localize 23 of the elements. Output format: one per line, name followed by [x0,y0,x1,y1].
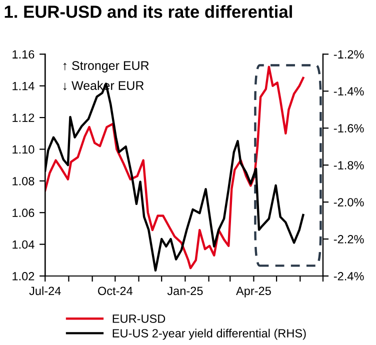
y-tick-label: 1.08 [12,176,34,186]
x-tick-label: Apr-25 [236,286,271,298]
y-tick-label: 1.04 [12,240,34,249]
chart-title: 1. EUR-USD and its rate differential [4,5,292,18]
annotation: ↑ Stronger EUR [63,61,149,72]
legend-label: EUR-USD [112,314,166,323]
y2-tick-label: -1.6% [334,124,364,133]
y2-tick-label: -1.4% [334,87,364,96]
y-tick-label: 1.16 [12,50,34,59]
y-tick-label: 1.14 [12,82,34,90]
y2-tick-label: -2.2% [334,235,364,244]
y2-tick-label: -1.8% [334,161,364,170]
y2-tick-label: -2.4% [334,272,364,280]
y-tick-label: 1.12 [12,114,34,122]
x-tick-label: Jan-25 [167,286,203,296]
y-tick-label: 1.06 [12,208,34,218]
y-tick-label: 1.02 [12,272,34,280]
legend-label: EU-US 2-year yield differential (RHS) [112,328,306,340]
y2-tick-label: -1.2% [334,50,364,59]
x-tick-label: Jul-24 [29,286,61,296]
y2-tick-label: -2.0% [334,198,364,206]
x-tick-label: Oct-24 [98,286,133,296]
y-tick-label: 1.10 [12,145,34,154]
